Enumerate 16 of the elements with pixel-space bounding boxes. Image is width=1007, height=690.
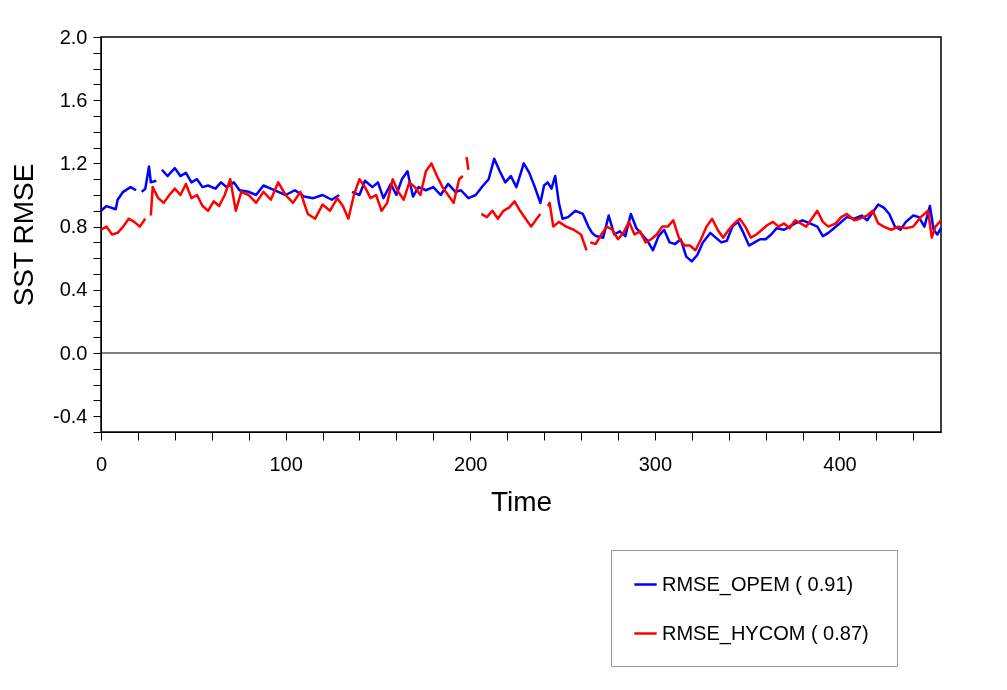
y-tick-label: 0.8 [59,215,88,238]
x-tick-label: 400 [823,452,857,475]
y-tick-label: -0.4 [53,404,88,427]
legend-label: RMSE_OPEM ( 0.91) [662,572,854,596]
y-axis-title: SST RMSE [8,163,40,307]
y-tick-label: 0.0 [59,341,88,364]
y-tick-label: 1.6 [59,88,88,111]
x-tick-label: 100 [269,452,303,475]
x-tick-label: 300 [638,452,673,475]
legend-label: RMSE_HYCOM ( 0.87) [662,621,869,645]
x-tick-label: 200 [454,452,488,475]
x-axis-title: Time [490,485,553,517]
x-tick-label: 0 [95,452,108,475]
y-tick-label: 0.4 [59,278,88,301]
y-tick-label: 2.0 [59,25,88,48]
y-tick-label: 1.2 [59,151,88,174]
